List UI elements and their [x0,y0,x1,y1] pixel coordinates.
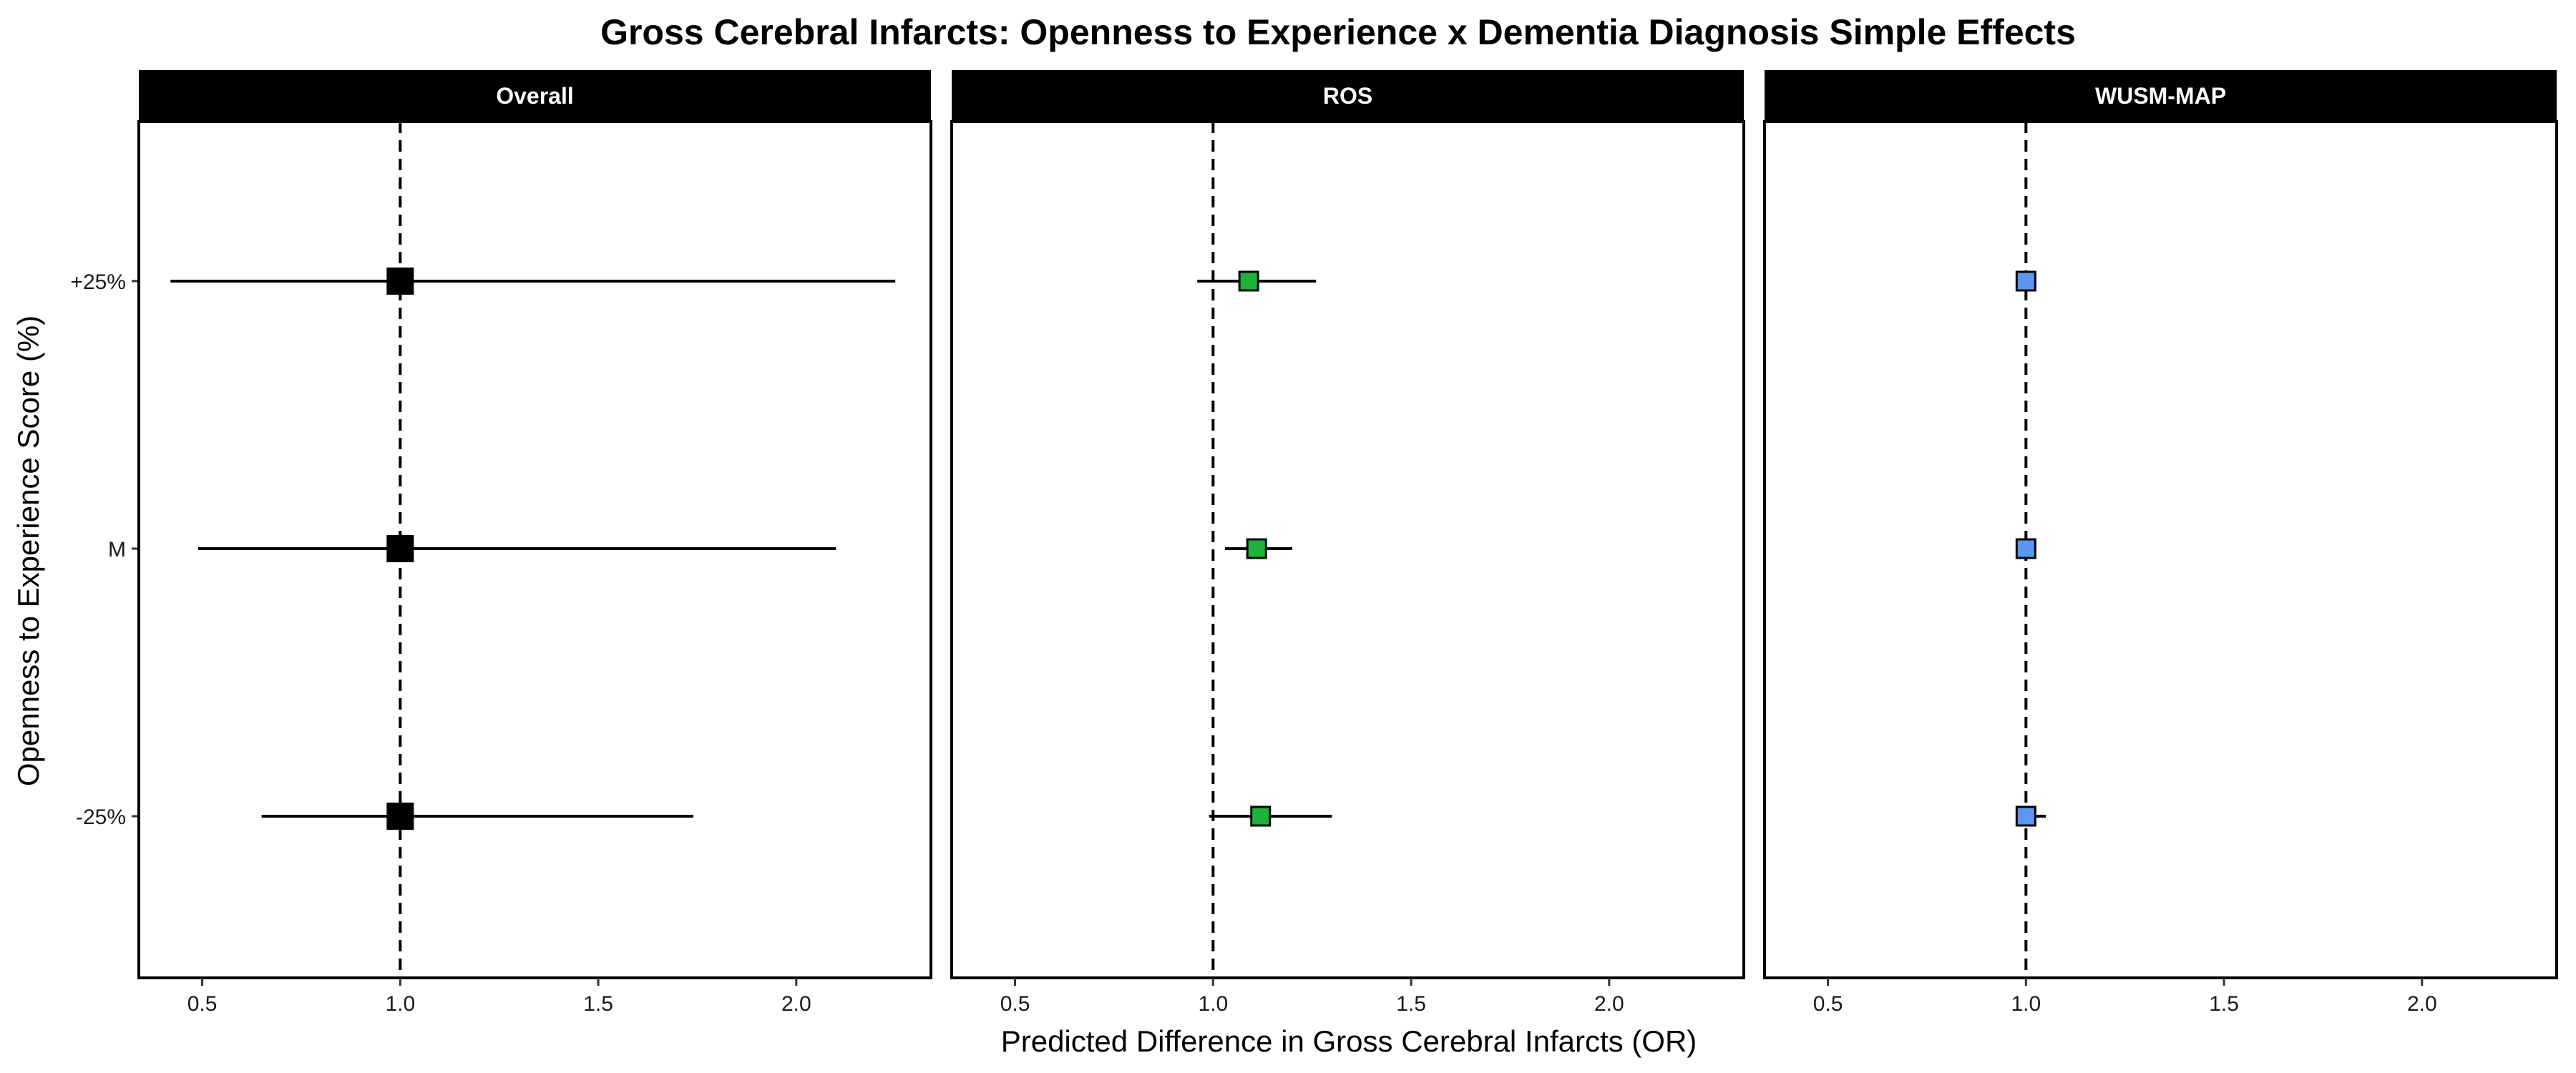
panel-border [1763,120,2558,979]
point-estimate [1250,805,1272,827]
x-tick-label: 0.5 [187,992,218,1016]
panels-group: +25% M -25% Overall 0.5 1.0 1.5 2.0 ROS 0.5 1.0 1.5… [70,70,2558,1016]
facet-strip-label: ROS [1323,83,1372,109]
point-estimate [386,803,414,830]
x-tick-label: 0.5 [1000,992,1030,1016]
x-tick-label: 1.0 [2011,992,2041,1016]
chart-title: Gross Cerebral Infarcts: Openness to Exp… [600,12,2076,52]
panel-ros: ROS 0.5 1.0 1.5 2.0 [950,70,1745,1016]
x-tick-label: 2.0 [781,992,811,1016]
y-tick-label: -25% [76,805,126,829]
x-tick-label: 0.5 [1813,992,1843,1016]
facet-strip [139,70,931,122]
y-tick-label: M [108,538,126,562]
x-tick-label: 1.5 [1396,992,1426,1016]
point-estimate [2015,805,2036,827]
facet-strip-label: WUSM-MAP [2095,83,2226,109]
point-estimate [386,268,414,295]
x-tick-label: 1.0 [1198,992,1228,1016]
panel-overall: Overall 0.5 1.0 1.5 2.0 [137,70,932,1016]
point-estimate [2015,538,2036,559]
facet-strip [952,70,1744,122]
panel-border [950,120,1745,979]
x-tick-label: 1.5 [2209,992,2239,1016]
facet-strip-label: Overall [496,83,574,109]
x-tick-label: 1.0 [385,992,415,1016]
y-axis-title: Openness to Experience Score (%) [11,315,45,786]
x-tick-label: 2.0 [2407,992,2437,1016]
y-tick-label: +25% [70,270,126,294]
x-tick-label: 1.5 [583,992,613,1016]
point-estimate [2015,270,2036,292]
x-axis-title: Predicted Difference in Gross Cerebral I… [1001,1024,1697,1058]
point-estimate [1238,270,1259,292]
panel-wusm-map: WUSM-MAP 0.5 1.0 1.5 2.0 [1763,70,2558,1016]
facet-strip [1765,70,2557,122]
point-estimate [1246,538,1267,559]
x-tick-label: 2.0 [1594,992,1624,1016]
point-estimate [386,535,414,562]
panel-border [137,120,932,979]
